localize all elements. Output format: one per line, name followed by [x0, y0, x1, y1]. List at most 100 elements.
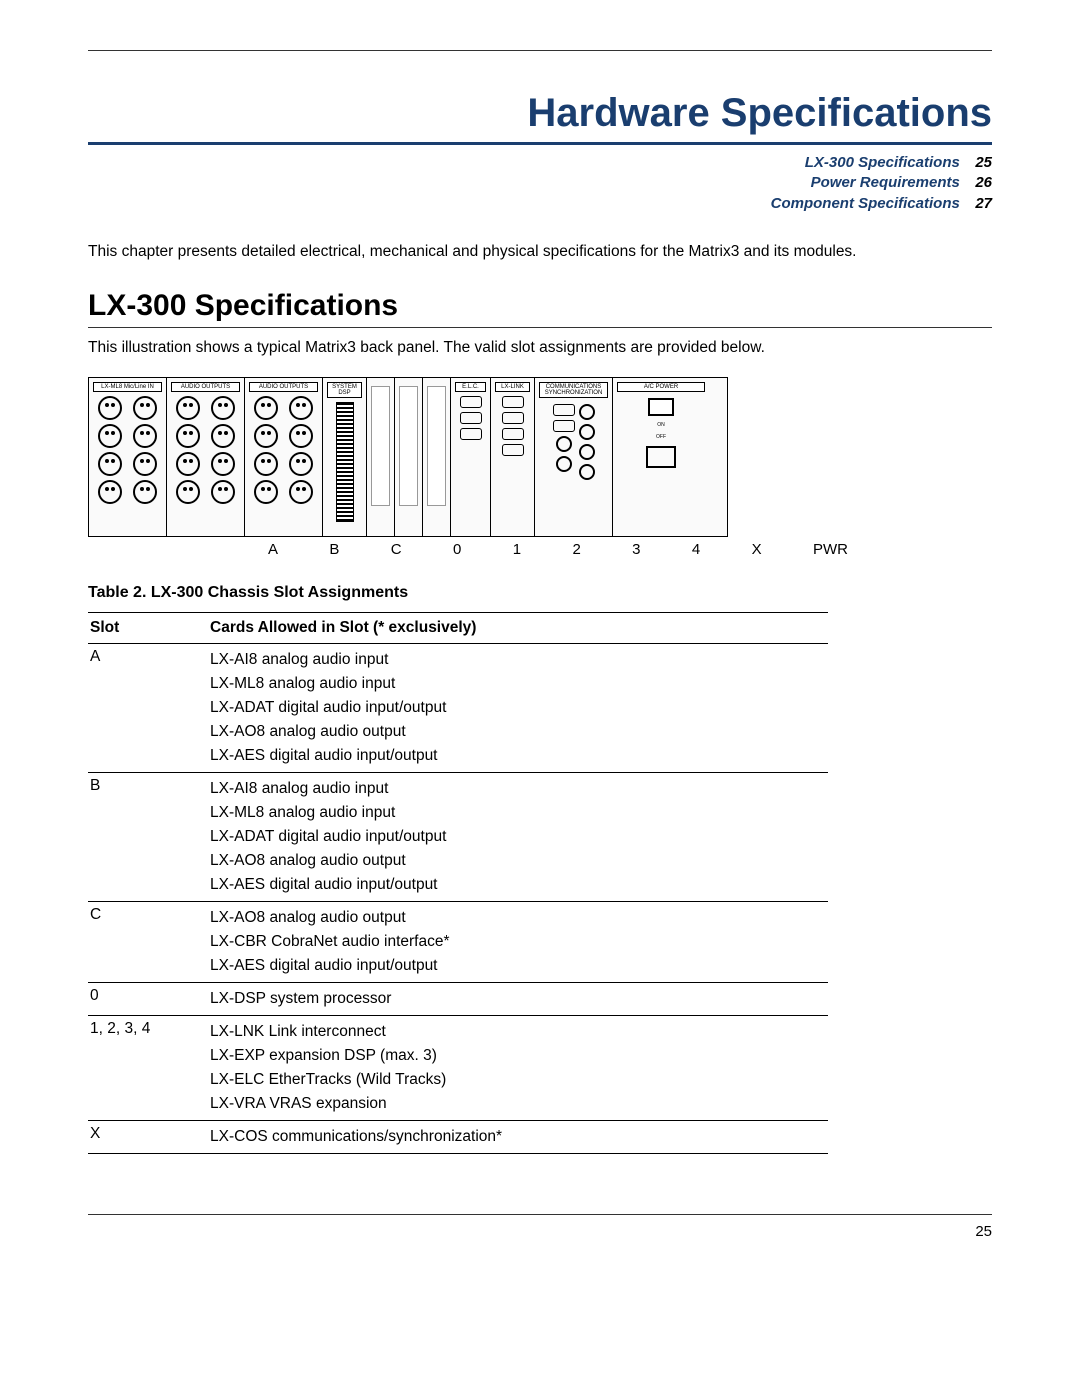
table-row: 1, 2, 3, 4LX-LNK Link interconnectLX-EXP… — [88, 1015, 828, 1120]
toc-label: Power Requirements — [811, 174, 960, 191]
module-title: AUDIO OUTPUTS — [249, 382, 318, 392]
slot-cell: X — [88, 1120, 208, 1153]
empty-slot-icon — [427, 386, 446, 506]
xlr-connector-icon — [98, 452, 122, 476]
card-line: LX-CBR CobraNet audio interface* — [210, 930, 820, 954]
card-line: LX-ELC EtherTracks (Wild Tracks) — [210, 1068, 820, 1092]
slot-label: 4 — [692, 541, 700, 558]
slot-label: C — [391, 541, 402, 558]
back-panel-figure: LX-ML8 Mic/Line IN AUDIO OUTPUTS — [88, 377, 992, 537]
panel-module-lxlink: LX-LINK — [491, 378, 535, 536]
din-connector-icon — [579, 404, 595, 420]
panel-module-elc: E.L.C. — [451, 378, 491, 536]
cards-cell: LX-COS communications/synchronization* — [208, 1120, 828, 1153]
xlr-connector-icon — [289, 396, 313, 420]
slot-label: X — [752, 541, 762, 558]
panel-module-3 — [423, 378, 451, 536]
din-connector-icon — [556, 456, 572, 472]
card-line: LX-AES digital audio input/output — [210, 744, 820, 768]
card-line: LX-AO8 analog audio output — [210, 720, 820, 744]
xlr-connector-icon — [254, 452, 278, 476]
section-heading: LX-300 Specifications — [88, 289, 992, 328]
xlr-grid — [249, 394, 318, 506]
db9-connector-icon — [502, 428, 524, 440]
table-header-row: Slot Cards Allowed in Slot (* exclusivel… — [88, 612, 828, 643]
chapter-toc: LX-300 Specifications 25 Power Requireme… — [88, 153, 992, 214]
panel-module-b: AUDIO OUTPUTS — [167, 378, 245, 536]
xlr-connector-icon — [98, 396, 122, 420]
xlr-connector-icon — [254, 424, 278, 448]
slot-label: B — [329, 541, 339, 558]
table-header-cell: Cards Allowed in Slot (* exclusively) — [208, 612, 828, 643]
db9-connector-icon — [502, 396, 524, 408]
table-row: 0LX-DSP system processor — [88, 982, 828, 1015]
panel-module-1 — [367, 378, 395, 536]
module-title: COMMUNICATIONS SYNCHRONIZATION — [539, 382, 608, 398]
table-header-cell: Slot — [88, 612, 208, 643]
illustration-paragraph: This illustration shows a typical Matrix… — [88, 338, 992, 359]
din-connector-icon — [556, 436, 572, 452]
table-row: ALX-AI8 analog audio inputLX-ML8 analog … — [88, 643, 828, 772]
xlr-connector-icon — [211, 480, 235, 504]
card-line: LX-AES digital audio input/output — [210, 873, 820, 897]
card-line: LX-DSP system processor — [210, 987, 820, 1011]
cards-cell: LX-AO8 analog audio outputLX-CBR CobraNe… — [208, 901, 828, 982]
din-connector-icon — [579, 464, 595, 480]
table-row: BLX-AI8 analog audio inputLX-ML8 analog … — [88, 772, 828, 901]
db9-connector-icon — [553, 420, 575, 432]
xlr-connector-icon — [133, 480, 157, 504]
db9-connector-icon — [460, 396, 482, 408]
page: Hardware Specifications LX-300 Specifica… — [0, 0, 1080, 1280]
dsp-meter-icon — [336, 402, 354, 522]
slot-label: 0 — [453, 541, 461, 558]
intro-paragraph: This chapter presents detailed electrica… — [88, 242, 992, 263]
din-connector-icon — [579, 424, 595, 440]
xlr-connector-icon — [211, 424, 235, 448]
din-connector-icon — [579, 444, 595, 460]
xlr-connector-icon — [98, 424, 122, 448]
card-line: LX-AI8 analog audio input — [210, 648, 820, 672]
power-label: ONOFF — [617, 422, 705, 440]
slot-cell: 1, 2, 3, 4 — [88, 1015, 208, 1120]
cards-cell: LX-DSP system processor — [208, 982, 828, 1015]
xlr-grid — [93, 394, 162, 506]
xlr-connector-icon — [133, 452, 157, 476]
xlr-connector-icon — [289, 452, 313, 476]
module-title: AUDIO OUTPUTS — [171, 382, 240, 392]
xlr-connector-icon — [289, 480, 313, 504]
db9-connector-icon — [460, 428, 482, 440]
toc-page: 27 — [964, 194, 992, 214]
back-panel-drawing: LX-ML8 Mic/Line IN AUDIO OUTPUTS — [88, 377, 728, 537]
page-footer: 25 — [88, 1214, 992, 1240]
xlr-connector-icon — [176, 396, 200, 420]
panel-module-x: COMMUNICATIONS SYNCHRONIZATION — [535, 378, 613, 536]
slot-cell: 0 — [88, 982, 208, 1015]
slot-label: 3 — [632, 541, 640, 558]
cards-cell: LX-LNK Link interconnectLX-EXP expansion… — [208, 1015, 828, 1120]
card-line: LX-LNK Link interconnect — [210, 1020, 820, 1044]
toc-label: LX-300 Specifications — [805, 154, 960, 171]
module-title: SYSTEM DSP — [327, 382, 362, 398]
page-number: 25 — [975, 1223, 992, 1240]
table-caption: Table 2. LX-300 Chassis Slot Assignments — [88, 584, 992, 602]
card-line: LX-EXP expansion DSP (max. 3) — [210, 1044, 820, 1068]
panel-slot-labels: A B C 0 1 2 3 4 X PWR — [220, 541, 860, 558]
slot-cell: A — [88, 643, 208, 772]
module-title: A/C POWER — [617, 382, 705, 392]
toc-label: Component Specifications — [771, 195, 960, 212]
xlr-connector-icon — [211, 396, 235, 420]
card-line: LX-ML8 analog audio input — [210, 801, 820, 825]
card-line: LX-AES digital audio input/output — [210, 954, 820, 978]
chapter-title: Hardware Specifications — [88, 91, 992, 136]
panel-module-pwr: A/C POWER ONOFF — [613, 378, 709, 536]
card-line: LX-AO8 analog audio output — [210, 849, 820, 873]
slot-cell: C — [88, 901, 208, 982]
db9-connector-icon — [460, 412, 482, 424]
card-line: LX-AI8 analog audio input — [210, 777, 820, 801]
card-line: LX-COS communications/synchronization* — [210, 1125, 820, 1149]
toc-entry: Power Requirements 26 — [88, 173, 992, 193]
iec-inlet-icon — [646, 446, 676, 468]
db9-connector-icon — [553, 404, 575, 416]
card-line: LX-AO8 analog audio output — [210, 906, 820, 930]
empty-slot-icon — [371, 386, 390, 506]
